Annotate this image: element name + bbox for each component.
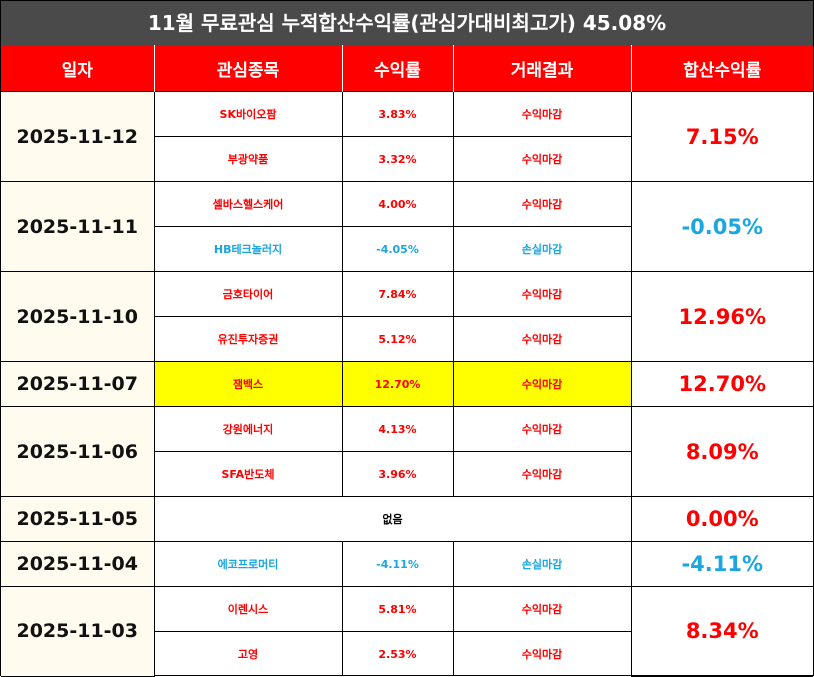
header-result: 거래결과 bbox=[452, 45, 632, 92]
result-cell: 수익마감 bbox=[452, 316, 631, 362]
stock-cell: 부광약품 bbox=[154, 136, 343, 182]
result-cell: 수익마감 bbox=[452, 451, 631, 497]
date-cell: 2025-11-05 bbox=[1, 496, 155, 542]
stock-cell: 강원에너지 bbox=[153, 406, 343, 452]
total-cell: 12.96% bbox=[630, 271, 813, 362]
rate-cell: 4.00% bbox=[341, 181, 454, 227]
result-cell: 수익마감 bbox=[452, 406, 632, 452]
stock-cell: 셀바스헬스케어 bbox=[153, 181, 343, 227]
stock-cell: HB테크놀러지 bbox=[154, 226, 343, 272]
table-row: HB테크놀러지 -4.05% 손실마감 bbox=[1, 226, 813, 272]
date-cell: 2025-11-10 bbox=[1, 271, 155, 362]
table-row-highlighted: 2025-11-07 잼백스 12.70% 수익마감 12.70% bbox=[1, 361, 813, 407]
rate-cell: -4.11% bbox=[341, 541, 454, 587]
stock-cell: SK바이오팜 bbox=[153, 91, 343, 137]
stock-cell: 에코프로머티 bbox=[153, 541, 343, 587]
result-cell: 수익마감 bbox=[452, 91, 632, 137]
stock-cell: 고영 bbox=[154, 631, 343, 676]
table-row: 2025-11-12 SK바이오팜 3.83% 수익마감 7.15% bbox=[1, 91, 813, 182]
result-cell: 손실마감 bbox=[452, 541, 632, 587]
header-rate: 수익률 bbox=[341, 45, 454, 92]
rate-cell: 3.83% bbox=[341, 91, 454, 137]
stock-cell: SFA반도체 bbox=[154, 451, 343, 497]
rate-cell: 3.96% bbox=[341, 451, 454, 497]
table-row: 2025-11-10 금호타이어 7.84% 수익마감 12.96% bbox=[1, 271, 813, 362]
date-cell: 2025-11-11 bbox=[1, 181, 155, 272]
table-row: 2025-11-11 셀바스헬스케어 4.00% 수익마감 -0.05% bbox=[1, 181, 813, 272]
total-cell: 8.09% bbox=[630, 406, 813, 497]
table-row: 2025-11-06 강원에너지 4.13% 수익마감 8.09% bbox=[1, 406, 813, 497]
result-cell: 수익마감 bbox=[452, 631, 631, 676]
table-row: 2025-11-04 에코프로머티 -4.11% 손실마감 -4.11% bbox=[1, 541, 813, 587]
result-cell: 손실마감 bbox=[452, 226, 631, 272]
date-cell: 2025-11-07 bbox=[1, 361, 155, 407]
table-row: 2025-11-03 이렌시스 5.81% 수익마감 8.34% bbox=[1, 586, 813, 677]
stock-cell: 금호타이어 bbox=[153, 271, 343, 317]
table-row: SFA반도체 3.96% 수익마감 bbox=[1, 451, 813, 497]
result-cell: 수익마감 bbox=[452, 136, 631, 182]
returns-table: 일자 관심종목 수익률 거래결과 합산수익률 2025-11-12 SK바이오팜… bbox=[1, 45, 813, 677]
result-cell: 수익마감 bbox=[452, 181, 632, 227]
rate-cell: 4.13% bbox=[341, 406, 454, 452]
header-stock: 관심종목 bbox=[153, 45, 343, 92]
rate-cell: 5.12% bbox=[341, 316, 454, 362]
total-cell: -0.05% bbox=[630, 181, 813, 272]
stock-cell: 잼백스 bbox=[153, 361, 343, 407]
rate-cell: -4.05% bbox=[341, 226, 454, 272]
table-row: 고영 2.53% 수익마감 bbox=[1, 631, 813, 676]
date-cell: 2025-11-03 bbox=[1, 586, 155, 677]
result-cell: 수익마감 bbox=[452, 271, 632, 317]
rate-cell: 3.32% bbox=[341, 136, 454, 182]
header-total: 합산수익률 bbox=[630, 45, 813, 92]
rate-cell: 7.84% bbox=[341, 271, 454, 317]
rate-cell: 5.81% bbox=[341, 586, 454, 632]
table-row: 2025-11-05 없음 0.00% bbox=[1, 496, 813, 542]
no-trade-cell: 없음 bbox=[153, 496, 632, 542]
date-cell: 2025-11-06 bbox=[1, 406, 155, 497]
rate-cell: 12.70% bbox=[341, 361, 454, 407]
date-cell: 2025-11-12 bbox=[1, 91, 155, 182]
result-cell: 수익마감 bbox=[452, 586, 632, 632]
total-cell: 8.34% bbox=[630, 586, 813, 677]
page-title: 11월 무료관심 누적합산수익률(관심가대비최고가) 45.08% bbox=[1, 1, 813, 45]
header-date: 일자 bbox=[1, 45, 155, 92]
total-cell: 7.15% bbox=[630, 91, 813, 182]
total-cell: 12.70% bbox=[630, 361, 813, 407]
header-row: 일자 관심종목 수익률 거래결과 합산수익률 bbox=[1, 45, 813, 92]
rate-cell: 2.53% bbox=[341, 631, 454, 676]
result-cell: 수익마감 bbox=[452, 361, 632, 407]
total-cell: 0.00% bbox=[630, 496, 813, 542]
stock-cell: 이렌시스 bbox=[153, 586, 343, 632]
table-row: 부광약품 3.32% 수익마감 bbox=[1, 136, 813, 182]
stock-cell: 유진투자증권 bbox=[154, 316, 343, 362]
total-cell: -4.11% bbox=[630, 541, 813, 587]
date-cell: 2025-11-04 bbox=[1, 541, 155, 587]
